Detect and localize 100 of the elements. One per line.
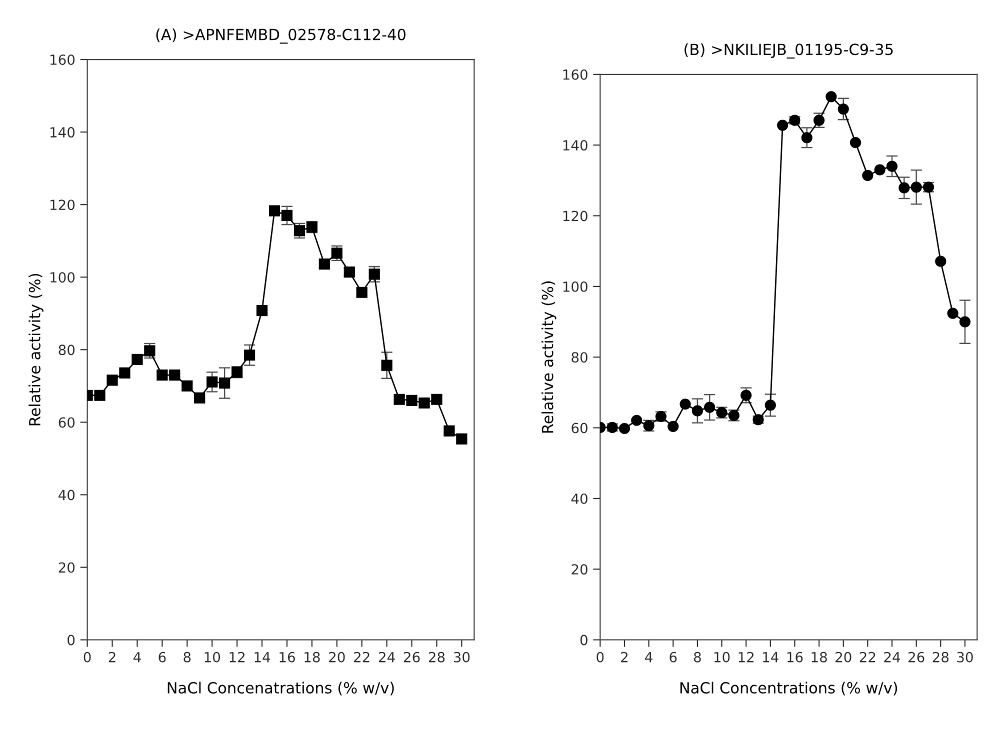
point [206,376,218,388]
point [244,350,256,361]
point [444,425,455,436]
chart-title: (B) >NKILIEJB_01195-C9-35 [684,43,893,59]
x-tick-label: 6 [158,652,166,662]
point [777,120,788,131]
x-tick-label: 26 [404,652,420,662]
y-tick-label: 100 [563,281,588,292]
point [740,390,752,401]
x-tick-label: 24 [378,652,395,662]
x-tick-label: 8 [694,652,701,662]
point [418,397,430,409]
point [119,367,130,378]
point [331,248,342,259]
x-tick-label: 8 [184,652,191,662]
y-axis-title: Relative activity (%) [28,274,44,426]
point [169,370,180,381]
point [886,160,898,172]
point [381,360,392,371]
point [182,380,193,392]
point [368,268,380,280]
x-tick-label: 18 [812,652,827,662]
y-tick-label: 120 [50,200,75,210]
x-axis-title: NaCl Concenatrations (% w/v) [168,682,394,696]
point [219,377,230,389]
x-tick-label: 22 [860,652,876,662]
point [132,354,143,366]
x-tick-label: 12 [738,652,754,662]
y-tick-label: 60 [58,417,75,428]
x-tick-label: 10 [714,652,730,662]
y-tick-label: 140 [50,127,75,138]
y-tick-label: 20 [58,562,75,573]
y-tick-label: 40 [571,493,588,504]
x-tick-label: 0 [596,652,604,662]
y-tick-label: 60 [572,422,588,434]
point [356,286,368,298]
x-tick-label: 30 [957,652,973,662]
point [394,394,405,405]
point [456,433,468,444]
x-tick-label: 30 [454,652,470,662]
x-tick-label: 0 [84,652,91,662]
y-tick-label: 100 [50,272,75,283]
point [431,394,442,405]
x-tick-label: 28 [932,652,949,662]
point [874,164,886,176]
point [194,392,206,404]
x-axis-title: NaCl Concentrations (% w/v) [680,682,898,696]
x-tick-label: 24 [884,652,900,662]
point [910,182,922,193]
point [281,210,293,222]
x-tick-label: 20 [836,652,852,662]
point [838,103,849,115]
x-tick-label: 2 [621,652,628,662]
point [959,316,971,328]
point [764,400,776,411]
point [850,137,862,148]
point [344,266,355,278]
point [106,374,118,386]
point [813,114,825,126]
point [801,132,812,144]
point [862,170,874,182]
point [935,256,946,267]
y-tick-label: 80 [572,352,588,363]
y-tick-label: 140 [563,140,588,151]
point [692,405,703,416]
x-tick-label: 16 [787,652,803,662]
point [268,205,280,216]
y-tick-label: 80 [58,344,75,356]
x-tick-label: 2 [108,652,116,662]
point [631,414,642,426]
point [680,398,691,410]
x-tick-label: 14 [763,652,778,662]
y-tick-label: 20 [572,564,588,575]
point [256,304,268,316]
y-tick-label: 0 [580,634,588,646]
y-tick-label: 160 [563,69,588,80]
point [294,225,306,236]
x-tick-label: 26 [908,652,924,662]
y-tick-label: 120 [563,210,588,222]
x-tick-label: 14 [254,652,270,662]
point [898,182,910,194]
point [406,394,418,406]
x-tick-label: 20 [329,652,345,662]
point [156,370,168,381]
y-tick-label: 40 [58,490,75,500]
x-tick-label: 18 [304,652,320,662]
x-tick-label: 28 [428,652,445,662]
chart-title: (A) >APNFEMBD_02578-C112-40 [156,28,406,44]
point [826,91,837,102]
point [668,420,679,432]
point [144,345,156,356]
point [618,422,630,434]
x-tick-label: 22 [354,652,370,662]
point [94,390,106,401]
x-tick-label: 4 [645,652,652,662]
x-tick-label: 4 [133,652,141,662]
y-tick-label: 160 [50,54,75,65]
point [704,402,716,413]
x-tick-label: 10 [204,652,220,662]
y-axis-title: Relative activity (%) [542,281,556,433]
